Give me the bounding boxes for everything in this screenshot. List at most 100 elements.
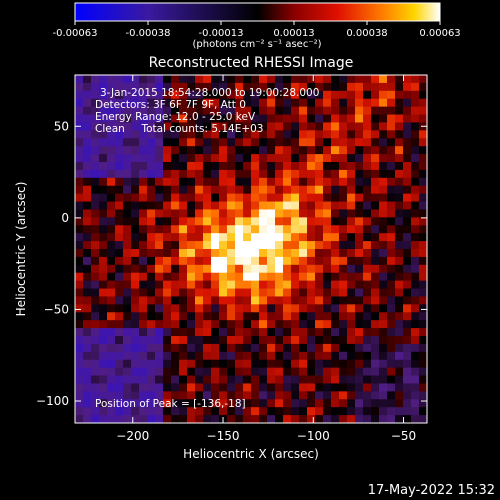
heatmap-cell [323, 375, 332, 385]
heatmap-cell [131, 415, 140, 423]
heatmap-cell [99, 122, 108, 131]
heatmap-cell [83, 233, 92, 242]
heatmap-cell [163, 233, 172, 242]
heatmap-cell [347, 312, 356, 321]
heatmap-cell [291, 209, 300, 218]
heatmap-cell [219, 272, 228, 282]
heatmap-cell [259, 383, 268, 392]
heatmap-cell [307, 162, 316, 171]
heatmap-cell [203, 249, 212, 258]
heatmap-cell [171, 320, 180, 329]
heatmap-cell [195, 375, 204, 385]
heatmap-cell [211, 256, 220, 266]
heatmap-cell [195, 146, 204, 155]
heatmap-cell [355, 114, 364, 124]
heatmap-cell [275, 162, 284, 171]
heatmap-cell [115, 296, 124, 305]
heatmap-cell [83, 288, 92, 298]
heatmap-cell [419, 304, 427, 313]
heatmap-cell [355, 169, 364, 179]
heatmap-cell [307, 256, 316, 266]
heatmap-cell [115, 185, 124, 195]
heatmap-cell [91, 185, 100, 195]
heatmap-cell [291, 154, 300, 163]
heatmap-cell [331, 90, 340, 100]
heatmap-cell [403, 264, 412, 274]
heatmap-cell [91, 399, 100, 408]
heatmap-cell [171, 154, 180, 163]
heatmap-cell [259, 407, 268, 416]
heatmap-cell [203, 98, 212, 108]
heatmap-cell [155, 375, 164, 385]
heatmap-cell [371, 233, 380, 242]
heatmap-cell [307, 201, 316, 211]
heatmap-cell [403, 320, 412, 329]
heatmap-cell [227, 146, 236, 155]
heatmap-cell [91, 383, 100, 392]
heatmap-cell [107, 264, 116, 274]
heatmap-cell [155, 122, 164, 131]
heatmap-cell [107, 98, 116, 108]
heatmap-cell [99, 225, 108, 234]
heatmap-cell [259, 90, 268, 100]
heatmap-cell [403, 90, 412, 100]
heatmap-cell [283, 201, 292, 211]
heatmap-cell [395, 209, 404, 218]
heatmap-cell [235, 399, 244, 408]
heatmap-cell [203, 375, 212, 385]
heatmap-cell [219, 351, 228, 361]
heatmap-cell [291, 75, 300, 84]
heatmap-cell [371, 312, 380, 321]
heatmap-cell [211, 328, 220, 337]
heatmap-cell [331, 241, 340, 250]
heatmap-cell [379, 343, 388, 353]
heatmap-cell [395, 185, 404, 195]
heatmap-cell [251, 328, 260, 337]
heatmap-cell [147, 328, 156, 337]
heatmap-cell [323, 391, 332, 400]
heatmap-cell [75, 146, 84, 155]
heatmap-cell [387, 359, 396, 369]
heatmap-cell [99, 249, 108, 258]
heatmap-cell [291, 312, 300, 321]
heatmap-cell [195, 114, 204, 124]
heatmap-cell [187, 383, 196, 392]
y-tick-label: 50 [54, 119, 69, 133]
heatmap-cell [403, 114, 412, 124]
heatmap-cell [395, 90, 404, 100]
heatmap-cell [83, 169, 92, 179]
heatmap-cell [307, 391, 316, 400]
heatmap-cell [395, 169, 404, 179]
heatmap-cell [339, 256, 348, 266]
heatmap-cell [291, 82, 300, 92]
heatmap-cell [235, 217, 244, 226]
heatmap-cell [387, 98, 396, 108]
heatmap-cell [163, 209, 172, 218]
heatmap-cell [323, 367, 332, 377]
heatmap-cell [163, 82, 172, 92]
heatmap-cell [179, 146, 188, 155]
heatmap-cell [411, 146, 420, 155]
heatmap-cell [179, 75, 188, 84]
heatmap-cell [163, 336, 172, 345]
annotation-time-range: 3-Jan-2015 18:54:28.000 to 19:00:28.000 [100, 87, 319, 99]
heatmap-cell [315, 328, 324, 337]
heatmap-cell [363, 367, 372, 377]
heatmap-cell [291, 114, 300, 124]
heatmap-cell [419, 217, 427, 226]
heatmap-cell [187, 217, 196, 226]
heatmap-cell [243, 249, 252, 258]
heatmap-cell [267, 296, 276, 305]
heatmap-cell [139, 122, 148, 131]
heatmap-cell [347, 336, 356, 345]
heatmap-cell [347, 415, 356, 423]
heatmap-cell [211, 169, 220, 179]
heatmap-cell [179, 249, 188, 258]
heatmap-cell [235, 312, 244, 321]
heatmap-cell [107, 138, 116, 147]
heatmap-cell [411, 201, 420, 211]
heatmap-cell [155, 415, 164, 423]
heatmap-cell [331, 138, 340, 147]
heatmap-cell [371, 375, 380, 385]
heatmap-cell [307, 407, 316, 416]
